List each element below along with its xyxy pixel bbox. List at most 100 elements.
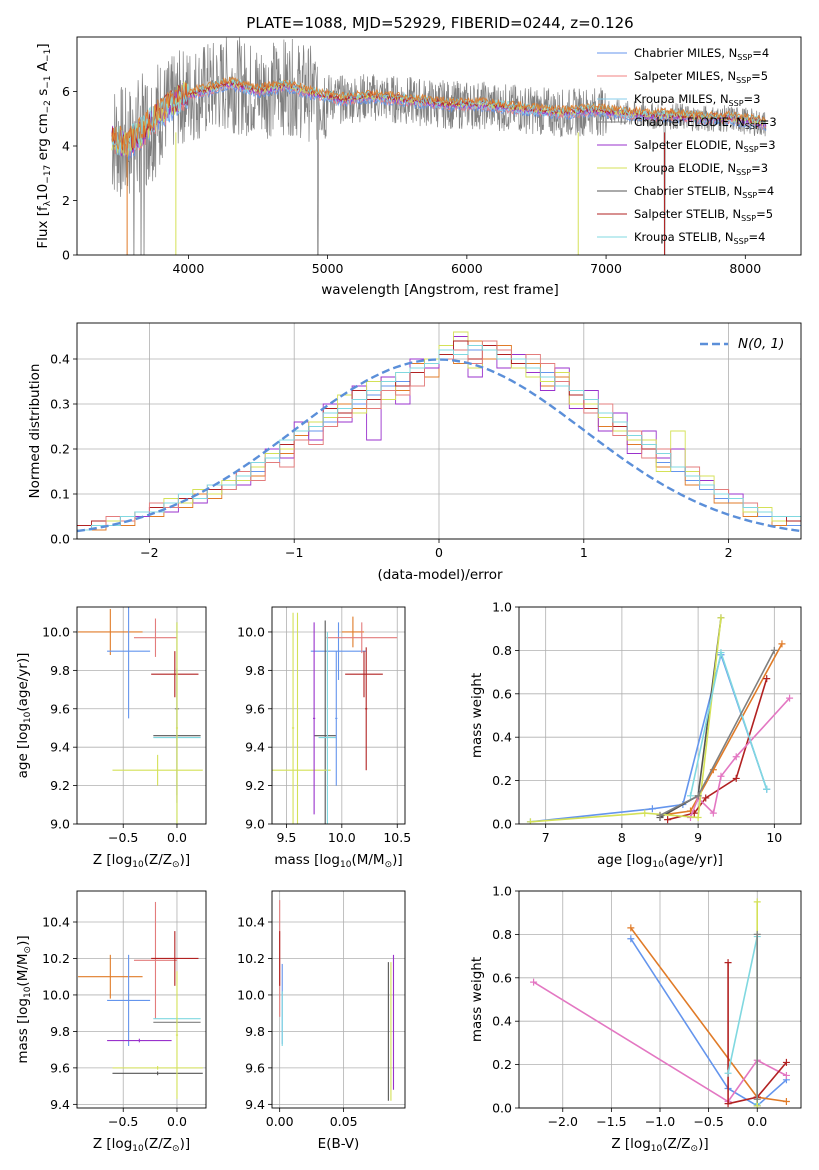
- x-tick-label: 10.5: [383, 830, 411, 845]
- data-point-marker: [664, 816, 672, 824]
- data-point-marker: [724, 1069, 732, 1077]
- y-tick-label: 0.4: [50, 352, 70, 367]
- panel-frame: [518, 890, 802, 1109]
- age-vs-mass-panel: 9.5 10.0 10.5 9.0 9.2 9.4 9.6 9.8 10.0 mass [log1…: [237, 606, 411, 870]
- y-tick-label: 9.0: [245, 817, 265, 832]
- series-line: [630, 938, 787, 1107]
- y-tick-label: 0.1: [50, 487, 70, 502]
- x-tick-label: 7000: [590, 261, 622, 276]
- y-tick-label: 0.2: [50, 442, 70, 457]
- y-tick-label: 0: [62, 248, 70, 263]
- data-point-marker: [724, 959, 732, 967]
- x-tick-label: 0: [435, 545, 443, 560]
- data-point-marker: [694, 813, 702, 821]
- y-tick-label: 0.4: [492, 1014, 512, 1029]
- y-tick-label: 0.6: [492, 970, 512, 985]
- y-axis-label: mass [log10(M/M⊙)]: [15, 935, 33, 1063]
- x-axis-label: wavelength [Angstrom, rest frame]: [321, 282, 559, 298]
- data-point-marker: [753, 1102, 761, 1108]
- data-point-marker: [724, 1100, 732, 1108]
- massweight-vs-age-plot: [526, 614, 794, 824]
- y-tick-label: 9.6: [245, 701, 265, 716]
- series-line: [659, 617, 722, 819]
- x-tick-label: −1.0: [645, 1114, 675, 1129]
- panel-frame: [76, 890, 207, 1109]
- data-point-marker: [763, 675, 771, 683]
- y-tick-label: 9.8: [50, 1024, 70, 1039]
- data-point-marker: [778, 640, 786, 648]
- y-tick-label: 0.0: [492, 1101, 512, 1116]
- data-point-marker: [753, 1095, 761, 1103]
- x-axis-label: Z [log10(Z/Z⊙)]: [611, 1136, 708, 1154]
- series-line: [530, 617, 722, 823]
- x-tick-label: 0.0: [167, 1114, 187, 1129]
- x-tick-label: 0.0: [167, 830, 187, 845]
- mass-vs-ebv-plot: [279, 900, 395, 1101]
- series-line: [727, 962, 788, 1105]
- age-vs-Z-panel: −0.5 0.0 9.0 9.2 9.4 9.6 9.8 10.0 Z [log10(Z/Z⊙)…: [15, 606, 207, 870]
- legend-label: Salpeter STELIB, NSSP=5: [634, 207, 773, 223]
- x-tick-label: −1: [285, 545, 303, 560]
- y-tick-label: 9.0: [50, 817, 70, 832]
- legend-label: N(0, 1): [738, 336, 784, 352]
- y-tick-label: 10.2: [237, 951, 265, 966]
- y-tick-label: 2: [62, 193, 70, 208]
- mass-vs-Z-plot: [78, 901, 203, 1099]
- y-tick-label: 10.0: [237, 987, 265, 1002]
- x-tick-label: 0.05: [330, 1114, 358, 1129]
- data-point-marker: [717, 649, 725, 657]
- y-axis-label: Flux [fλ10−17 erg cm−2 s−1 A−1]: [35, 43, 53, 248]
- massweight-vs-Z-panel: −2.0 −1.5 −1.0 −0.5 0.0 0.0 0.2 0.4 0.6 0.8 1.0 Z […: [469, 884, 802, 1154]
- y-tick-label: 9.8: [50, 663, 70, 678]
- data-point-marker: [648, 805, 656, 813]
- data-point-marker: [686, 792, 694, 800]
- x-tick-label: −2.0: [548, 1114, 578, 1129]
- x-tick-label: 2: [725, 545, 733, 560]
- x-tick-label: 0.0: [747, 1114, 767, 1129]
- y-tick-label: 9.2: [50, 778, 70, 793]
- series-line: [689, 649, 768, 796]
- x-tick-label: −0.5: [693, 1114, 723, 1129]
- panel-frame: [271, 890, 406, 1109]
- data-point-marker: [702, 794, 710, 802]
- y-tick-label: 9.6: [50, 701, 70, 716]
- data-point-marker: [709, 809, 717, 817]
- data-point-marker: [694, 792, 702, 800]
- gaussian-curve: [77, 358, 801, 533]
- age-vs-mass-plot: [272, 612, 398, 824]
- y-tick-label: 9.4: [50, 740, 70, 755]
- y-tick-label: 9.4: [50, 1097, 70, 1112]
- y-tick-label: 10.0: [42, 624, 70, 639]
- y-tick-label: 10.0: [237, 624, 265, 639]
- legend-label: Chabrier ELODIE, NSSP=3: [634, 115, 777, 131]
- y-axis-label: Normed distribution: [27, 364, 43, 499]
- x-tick-label: 7: [542, 830, 550, 845]
- x-tick-label: 8000: [729, 261, 761, 276]
- y-tick-label: 0.8: [492, 927, 512, 942]
- x-tick-label: −0.5: [108, 1114, 138, 1129]
- legend-label: Kroupa STELIB, NSSP=4: [634, 230, 765, 246]
- model-spectrum-line: [111, 76, 767, 154]
- data-point-marker: [753, 898, 761, 906]
- y-tick-label: 10.4: [237, 915, 265, 930]
- spectrum-plot: [111, 37, 767, 255]
- y-tick-label: 10.4: [42, 915, 70, 930]
- y-tick-label: 9.2: [245, 778, 265, 793]
- x-axis-label: E(B-V): [318, 1136, 360, 1152]
- legend-label: Chabrier STELIB, NSSP=4: [634, 184, 774, 200]
- y-axis-label: mass weight: [469, 673, 485, 758]
- residuals-frame: [76, 322, 802, 540]
- residuals-panel: −2 −1 0 1 2 0.0 0.1 0.2 0.3 0.4 (data-model)/error…: [27, 322, 802, 583]
- data-point-marker: [717, 614, 725, 622]
- y-tick-label: 9.6: [245, 1060, 265, 1075]
- series-line: [533, 981, 787, 1103]
- y-tick-label: 0.6: [492, 686, 512, 701]
- x-axis-label: age [log10(age/yr)]: [597, 852, 723, 870]
- y-tick-label: 4: [62, 139, 70, 154]
- legend-label: Kroupa ELODIE, NSSP=3: [634, 161, 768, 177]
- data-point-marker: [763, 785, 771, 793]
- panel-frame: [518, 606, 802, 825]
- x-tick-label: −1.5: [596, 1114, 626, 1129]
- spectrum-frame: [76, 36, 802, 256]
